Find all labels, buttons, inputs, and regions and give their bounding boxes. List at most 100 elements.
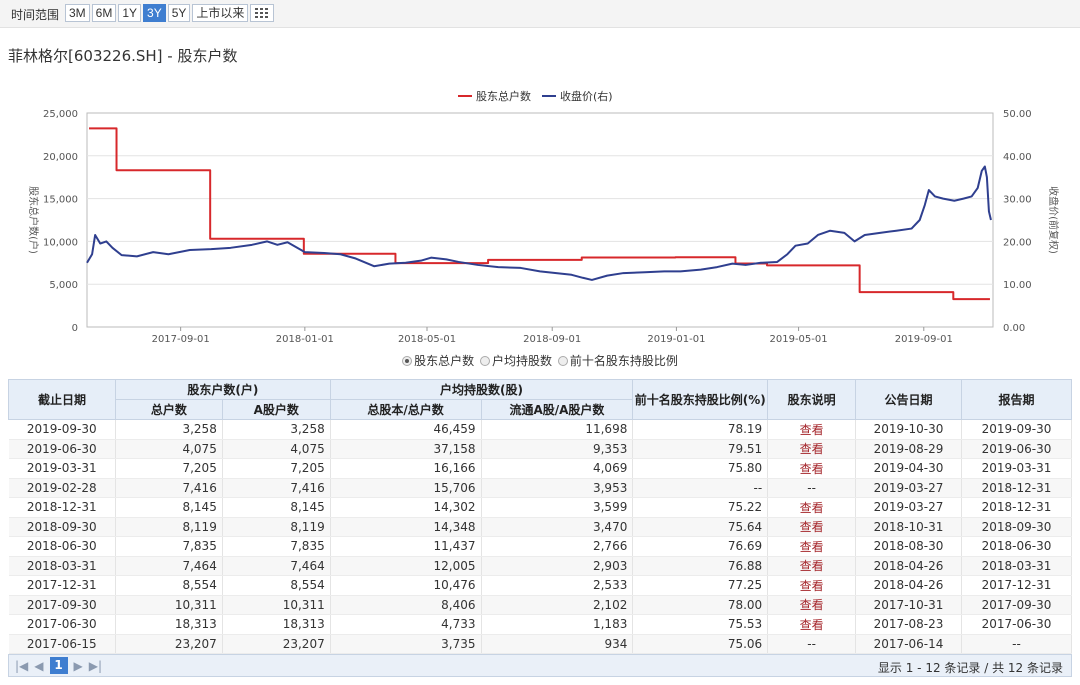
table-cell: 9,353 [481,439,634,459]
table-cell: 18,313 [115,614,223,635]
x-tick-label: 2018-05-01 [398,334,456,345]
table-cell: 16,166 [330,458,482,479]
table-cell: 2,766 [481,536,634,557]
radio-icon [557,355,568,366]
table-cell: 2018-12-31 [8,497,116,518]
table-cell: 4,075 [115,439,223,459]
x-tick-label: 2018-09-01 [523,334,581,345]
y-right-tick-label: 0.00 [1003,323,1025,334]
table-cell: 2018-03-31 [8,556,116,576]
table-footer: |◀ ◀ 1 ▶ ▶| 显示 1 - 12 条记录 / 共 12 条记录 [8,654,1072,677]
view-note-link[interactable]: 查看 [767,614,857,635]
table-cell: 7,464 [115,556,223,576]
range-1y-button[interactable]: 1Y [118,4,142,22]
table-row: 2017-12-31 8,554 8,554 10,476 2,533 77.25 查看 20… [8,575,1072,596]
table-cell: 8,554 [222,575,331,596]
view-note-link[interactable]: 查看 [767,575,857,596]
range-5y-button[interactable]: 5Y [167,4,191,22]
record-count: 显示 1 - 12 条记录 / 共 12 条记录 [877,661,1063,675]
radio-icon [402,355,413,366]
view-note-link[interactable]: 查看 [767,497,857,518]
table-cell: 18,313 [222,614,331,635]
table-cell: 8,119 [115,517,223,537]
x-tick-label: 2019-01-01 [647,334,705,345]
table-cell: 2017-06-30 [8,614,116,635]
table-cell: 75.53 [632,614,769,635]
table-cell: 3,470 [481,517,634,537]
table-cell: 2019-03-31 [8,458,116,479]
table-cell: 2017-06-15 [8,634,116,654]
table-cell: 7,835 [115,536,223,557]
grid-icon [255,8,269,18]
prev-page-icon[interactable]: ◀ [34,658,44,673]
table-row: 2019-06-30 4,075 4,075 37,158 9,353 79.51 查看 20… [8,439,1072,459]
table-cell: 2018-09-30 [8,517,116,537]
x-tick-label: 2019-05-01 [770,334,828,345]
header-date: 截止日期 [8,379,116,420]
table-cell: 2018-06-30 [8,536,116,557]
tab-avg-holding[interactable]: 户均持股数 [479,352,552,369]
y-right-tick-label: 40.00 [1003,152,1032,163]
table-cell: 8,119 [222,517,331,537]
table-cell: 2018-08-30 [855,536,962,557]
pager: |◀ ◀ 1 ▶ ▶| [15,657,102,674]
table-cell: 2017-09-30 [8,595,116,615]
table-cell: 75.06 [632,634,769,654]
header-top10: 前十名股东持股比例(%) [632,379,769,420]
table-cell: 7,205 [222,458,331,479]
range-since-listing-button[interactable]: 上市以来 [192,4,249,22]
table-cell: 10,311 [115,595,223,615]
price-series-line [86,165,992,281]
header-holders: 股东户数(户) [114,379,331,400]
y-right-tick-label: 50.00 [1003,109,1032,120]
table-cell: 75.22 [632,497,769,518]
table-cell: 2017-06-30 [961,614,1072,635]
table-cell: 12,005 [330,556,482,576]
table-cell: 14,302 [330,497,482,518]
page-number-button[interactable]: 1 [49,657,68,674]
view-note-link[interactable]: 查看 [767,595,857,615]
view-note-link[interactable]: 查看 [767,439,857,459]
view-note-link[interactable]: 查看 [767,419,857,440]
last-page-icon[interactable]: ▶| [88,658,103,673]
toolbar: 时间范围 3M 6M 1Y 3Y 5Y 上市以来 [0,0,1080,28]
table-cell: 10,311 [222,595,331,615]
table-row: 2018-06-30 7,835 7,835 11,437 2,766 76.69 查看 20… [8,536,1072,557]
table-cell: 2018-12-31 [961,497,1072,518]
legend-label: 股东总户数 [476,89,531,103]
first-page-icon[interactable]: |◀ [15,658,29,673]
table-cell: 934 [481,634,634,654]
table-cell: 2017-09-30 [961,595,1072,615]
table-row: 2017-09-30 10,311 10,311 8,406 2,102 78.00 查看 2… [8,595,1072,615]
tab-top10-ratio[interactable]: 前十名股东持股比例 [557,352,678,369]
header-note: 股东说明 [767,379,857,420]
table-cell: 2,533 [481,575,634,596]
table-cell: 11,437 [330,536,482,557]
table-row: 2019-03-31 7,205 7,205 16,166 4,069 75.80 查看 20… [8,458,1072,479]
view-note-link[interactable]: 查看 [767,536,857,557]
range-3m-button[interactable]: 3M [65,4,90,22]
grid-view-button[interactable] [250,4,275,22]
y-right-tick-label: 30.00 [1003,195,1032,206]
range-3y-button[interactable]: 3Y [143,4,166,22]
range-6m-button[interactable]: 6M [91,4,117,22]
table-cell: 75.80 [632,458,769,479]
next-page-icon[interactable]: ▶ [73,658,83,673]
table-cell: 14,348 [330,517,482,537]
table-cell: 4,075 [222,439,331,459]
table-cell: 2019-06-30 [8,439,116,459]
table-row: 2018-03-31 7,464 7,464 12,005 2,903 76.88 查看 20… [8,556,1072,576]
header-report-period: 报告期 [961,379,1072,420]
table-cell: 37,158 [330,439,482,459]
x-tick-label: 2017-09-01 [152,334,210,345]
tab-total-holders[interactable]: 股东总户数 [402,352,474,369]
view-note-link[interactable]: 查看 [767,458,857,479]
view-note-link[interactable]: 查看 [767,517,857,537]
view-note-link[interactable]: 查看 [767,556,857,576]
holders-series-line [89,127,990,301]
table-cell: -- [767,634,857,654]
table-cell: 76.69 [632,536,769,557]
table-cell: -- [961,634,1072,654]
header-announce-date: 公告日期 [855,379,962,420]
table-cell: 10,476 [330,575,482,596]
